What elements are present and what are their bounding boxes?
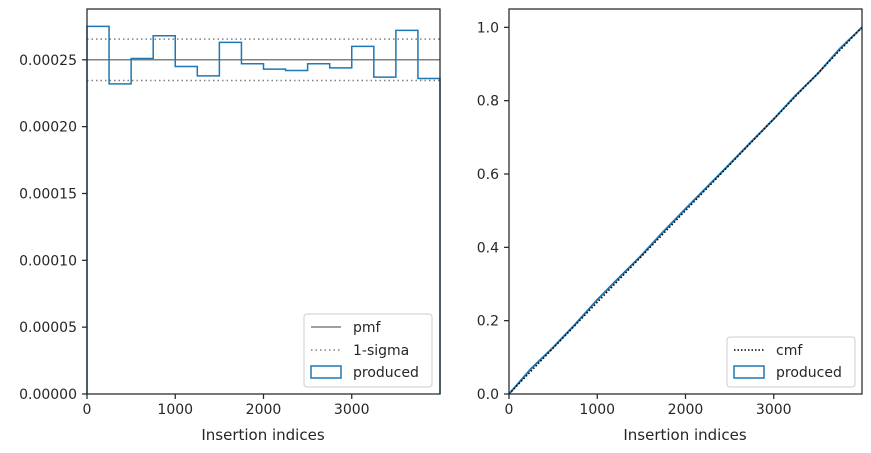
left-x-tick-label: 3000 (334, 402, 370, 418)
right-x-tick-label: 1000 (579, 402, 615, 418)
right-legend: cmf produced (726, 336, 856, 388)
left-y-ticks: 0.00000 0.00005 0.00010 0.00015 0.00020 0.000… (19, 53, 87, 403)
right-x-axis-label: Insertion indices (623, 426, 746, 444)
left-y-tick-label: 0.00000 (19, 387, 77, 403)
legend-produced-swatch-right (733, 365, 765, 379)
right-y-tick-label: 0.2 (477, 314, 499, 330)
legend-pmf-label: pmf (353, 320, 382, 336)
right-y-tick-label: 0.4 (477, 240, 499, 256)
left-y-tick-label: 0.00015 (19, 186, 77, 202)
left-x-tick-label: 0 (83, 402, 92, 418)
right-y-tick-label: 0.6 (477, 167, 499, 183)
left-chart: 0 1000 2000 3000 0.000000.000050.000100.000… (19, 8, 441, 444)
left-x-ticks: 0 1000 2000 3000 (83, 394, 370, 418)
left-y-tick-label: 0.00025 (19, 53, 77, 69)
left-y-tick-label: 0.00005 (19, 320, 77, 336)
produced-histogram (86, 25, 441, 394)
right-x-tick-label: 3000 (756, 402, 792, 418)
left-y-tick-label: 0.00010 (19, 253, 77, 269)
left-plot-area (86, 25, 441, 394)
right-x-tick-label: 0 (505, 402, 514, 418)
left-x-tick-label: 1000 (157, 402, 193, 418)
cmf-line (508, 26, 863, 395)
right-y-ticks: 0.0 0.2 0.4 0.6 0.8 1.0 (477, 20, 509, 403)
right-plot-area (508, 26, 863, 395)
right-axes-frame (508, 8, 863, 395)
right-y-tick-label: 1.0 (477, 20, 499, 36)
legend-cmf-label: cmf (776, 343, 803, 359)
right-y-tick-label: 0.0 (477, 387, 499, 403)
left-y-tick-label: 0.00020 (19, 120, 77, 136)
right-x-tick-label: 2000 (668, 402, 704, 418)
legend-produced-label-right: produced (776, 365, 842, 381)
left-x-axis-label: Insertion indices (201, 426, 324, 444)
right-x-ticks: 0 1000 2000 3000 (505, 394, 792, 418)
left-legend-box (303, 313, 433, 388)
legend-1sigma-label: 1-sigma (353, 343, 409, 359)
left-x-tick-label: 2000 (246, 402, 282, 418)
legend-produced-label: produced (353, 365, 419, 381)
right-chart: 0 1000 2000 3000 0.0 0.2 0.4 0.6 0.8 1.0 Inserti… (477, 8, 863, 444)
right-y-tick-label: 0.8 (477, 94, 499, 110)
legend-produced-swatch (310, 365, 342, 379)
left-legend: pmf 1-sigma produced (303, 313, 433, 388)
